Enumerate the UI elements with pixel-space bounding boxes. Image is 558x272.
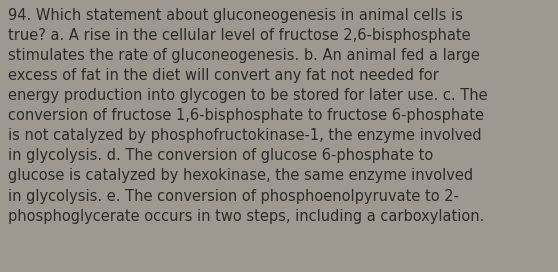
Text: 94. Which statement about gluconeogenesis in animal cells is
true? a. A rise in : 94. Which statement about gluconeogenesi… [8,8,488,224]
